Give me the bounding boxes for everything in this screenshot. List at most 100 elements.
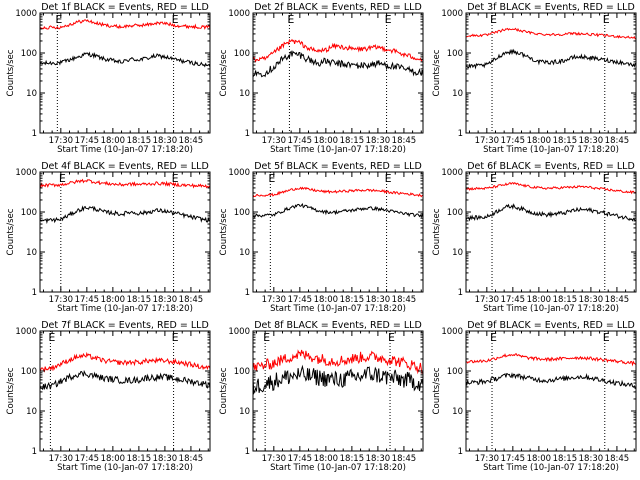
y-tick-label: 100 [21, 208, 37, 218]
x-tick-label: 17:45 [501, 295, 526, 305]
x-tick-label: 17:45 [288, 454, 313, 464]
y-axis-label: Counts/sec [432, 49, 442, 96]
x-tick-label: 18:00 [101, 136, 126, 146]
y-tick-label: 100 [234, 49, 250, 59]
event-marker-label: E [48, 331, 55, 344]
plot-frame [39, 330, 211, 452]
event-marker-label: E [172, 13, 179, 26]
x-tick-label: 18:45 [605, 454, 630, 464]
event-marker-label: E [388, 331, 395, 344]
x-axis-label: Start Time (10-Jan-07 17:18:20) [270, 463, 406, 473]
events-rate-line [252, 364, 424, 395]
x-tick-label: 17:30 [49, 136, 74, 146]
panel-title: Det 7f BLACK = Events, RED = LLD [41, 320, 209, 331]
x-tick-label: 17:45 [288, 136, 313, 146]
events-rate-line [465, 203, 637, 222]
x-tick-label: 17:30 [49, 454, 74, 464]
y-tick-label: 10 [26, 407, 37, 417]
panel-title: Det 6f BLACK = Events, RED = LLD [467, 161, 635, 172]
event-marker-label: E [490, 331, 497, 344]
y-tick-label: 100 [234, 208, 250, 218]
x-tick-label: 17:45 [501, 136, 526, 146]
x-tick-label: 18:00 [527, 295, 552, 305]
x-axis-label: Start Time (10-Jan-07 17:18:20) [57, 145, 193, 155]
y-tick-label: 10 [452, 407, 463, 417]
y-tick-label: 1000 [15, 9, 37, 19]
event-marker-label: E [603, 172, 610, 185]
panel-title: Det 3f BLACK = Events, RED = LLD [467, 2, 635, 13]
event-marker-label: E [490, 172, 497, 185]
y-tick-label: 100 [447, 49, 463, 59]
y-axis-label: Counts/sec [219, 367, 229, 414]
y-axis-label: Counts/sec [6, 49, 16, 96]
y-tick-label: 100 [447, 367, 463, 377]
x-tick-label: 17:45 [501, 454, 526, 464]
panel-title: Det 1f BLACK = Events, RED = LLD [41, 2, 209, 13]
plot-frame [252, 171, 424, 293]
x-tick-label: 18:45 [179, 295, 204, 305]
lld-rate-line [465, 181, 637, 195]
x-tick-label: 17:45 [75, 454, 100, 464]
y-tick-label: 1 [245, 129, 250, 139]
x-tick-label: 18:45 [605, 136, 630, 146]
event-marker-label: E [55, 13, 62, 26]
y-tick-label: 1000 [441, 168, 463, 178]
x-tick-label: 18:00 [527, 454, 552, 464]
y-tick-label: 1 [32, 129, 37, 139]
x-tick-label: 17:45 [288, 295, 313, 305]
panel-title: Det 4f BLACK = Events, RED = LLD [41, 161, 209, 172]
x-axis-label: Start Time (10-Jan-07 17:18:20) [270, 145, 406, 155]
y-tick-label: 10 [452, 89, 463, 99]
x-tick-label: 18:45 [392, 295, 417, 305]
panel-title: Det 5f BLACK = Events, RED = LLD [254, 161, 422, 172]
x-axis-label: Start Time (10-Jan-07 17:18:20) [483, 463, 619, 473]
events-rate-line [252, 50, 424, 78]
events-rate-line [253, 203, 424, 219]
x-tick-label: 17:30 [262, 136, 287, 146]
x-tick-label: 17:30 [262, 454, 287, 464]
event-marker-label: E [172, 331, 179, 344]
x-tick-label: 18:30 [153, 454, 178, 464]
event-marker-label: E [490, 13, 497, 26]
x-tick-label: 18:00 [101, 295, 126, 305]
plot-frame [465, 171, 637, 293]
x-tick-label: 18:30 [153, 136, 178, 146]
x-tick-label: 18:45 [392, 454, 417, 464]
plot-frame [252, 12, 424, 134]
lld-rate-line [465, 27, 637, 40]
y-tick-label: 1000 [441, 9, 463, 19]
plot-frame [465, 330, 637, 452]
event-marker-label: E [59, 172, 66, 185]
y-tick-label: 10 [239, 248, 250, 258]
plot-frame [252, 330, 424, 452]
x-tick-label: 18:30 [579, 295, 604, 305]
lld-rate-line [252, 186, 423, 198]
x-axis-label: Start Time (10-Jan-07 17:18:20) [57, 304, 193, 314]
lld-rate-line [39, 19, 211, 30]
event-marker-label: E [287, 13, 294, 26]
y-tick-label: 1 [458, 288, 463, 298]
y-tick-label: 10 [239, 407, 250, 417]
y-tick-label: 1 [458, 129, 463, 139]
x-tick-label: 17:45 [75, 295, 100, 305]
x-axis-label: Start Time (10-Jan-07 17:18:20) [483, 304, 619, 314]
event-marker-label: E [385, 172, 392, 185]
x-tick-label: 18:00 [101, 454, 126, 464]
x-tick-label: 18:45 [179, 454, 204, 464]
y-axis-label: Counts/sec [219, 49, 229, 96]
events-rate-line [466, 48, 637, 70]
x-tick-label: 18:30 [579, 454, 604, 464]
x-tick-label: 18:15 [127, 295, 152, 305]
x-tick-label: 18:45 [179, 136, 204, 146]
y-tick-label: 1000 [228, 168, 250, 178]
lld-rate-line [252, 349, 424, 375]
x-axis-label: Start Time (10-Jan-07 17:18:20) [270, 304, 406, 314]
x-tick-label: 18:15 [553, 295, 578, 305]
x-tick-label: 18:45 [392, 136, 417, 146]
plot-frame [39, 12, 211, 134]
